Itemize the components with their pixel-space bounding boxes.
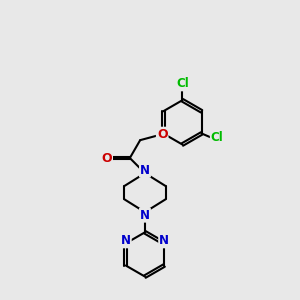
Text: Cl: Cl	[211, 131, 224, 145]
Text: N: N	[140, 209, 150, 222]
Text: N: N	[159, 234, 169, 247]
Text: Cl: Cl	[176, 77, 189, 90]
Text: N: N	[121, 234, 131, 247]
Text: N: N	[140, 164, 150, 177]
Text: O: O	[101, 152, 112, 164]
Text: O: O	[157, 128, 167, 141]
